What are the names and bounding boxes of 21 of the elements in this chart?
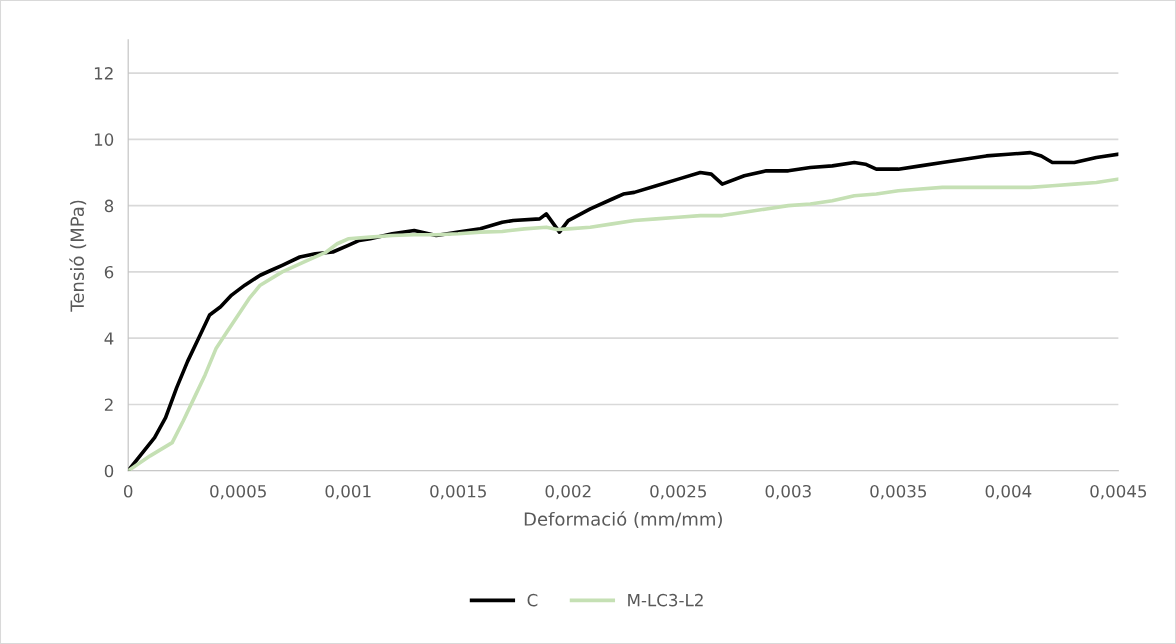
legend-label: M-LC3-L2 [628,593,703,607]
y-tick-label: 10 [94,133,114,146]
y-tick-label: 8 [104,199,114,213]
x-tick-label: 0,0045 [1090,484,1147,500]
y-tick-label: 4 [104,332,114,345]
x-tick-label: 0,003 [765,484,811,500]
x-axis-title: Deformació (mm/mm) [524,511,722,528]
y-tick-label: 6 [104,265,114,279]
x-tick-label: 0,002 [545,484,591,500]
x-tick-label: 0,004 [985,484,1032,500]
x-tick-label: 0 [123,484,133,498]
y-tick-label: 12 [94,67,113,80]
x-tick-label: 0,0015 [430,484,486,500]
y-tick-label: 2 [104,398,113,411]
x-tick-label: 0,0025 [650,484,706,500]
x-tick-label: 0,001 [325,484,371,500]
x-tick-label: 0,0005 [210,484,266,500]
y-axis-title: Tensió (MPa) [69,200,87,312]
legend-label: C [527,593,538,607]
x-tick-label: 0,0035 [870,484,927,500]
y-tick-label: 0 [104,464,114,478]
